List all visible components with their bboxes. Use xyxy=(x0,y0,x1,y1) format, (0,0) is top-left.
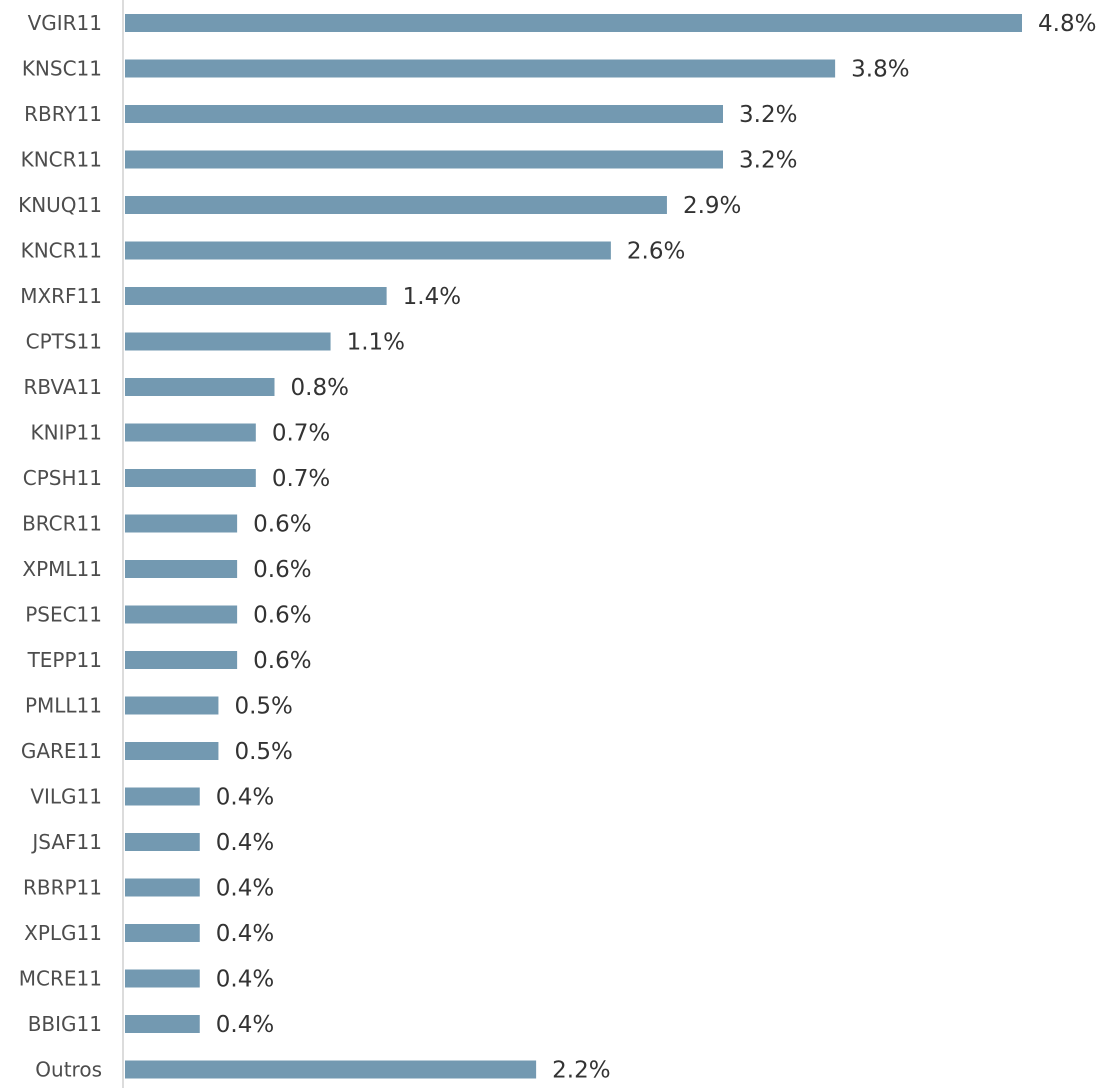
category-label: RBRP11 xyxy=(23,876,102,900)
data-label: 2.6% xyxy=(627,239,685,265)
data-label: 0.4% xyxy=(216,830,274,856)
category-label: XPLG11 xyxy=(24,921,102,945)
data-label: 0.5% xyxy=(234,739,292,765)
data-label: 0.4% xyxy=(216,876,274,902)
bar xyxy=(125,150,723,169)
bar xyxy=(125,196,667,214)
bar xyxy=(125,878,200,897)
category-label: PSEC11 xyxy=(25,603,102,627)
data-label: 1.4% xyxy=(403,284,461,310)
data-label: 1.1% xyxy=(347,330,405,356)
data-label: 0.6% xyxy=(253,512,311,538)
category-label: BBIG11 xyxy=(28,1012,102,1036)
bar xyxy=(125,332,331,351)
bar xyxy=(125,833,200,851)
bar xyxy=(125,924,200,942)
category-label: KNCR11 xyxy=(21,239,102,263)
category-label: GARE11 xyxy=(21,739,102,763)
data-label: 0.4% xyxy=(216,921,274,947)
category-label: CPTS11 xyxy=(26,330,102,354)
category-label: RBVA11 xyxy=(23,375,102,399)
category-label: VILG11 xyxy=(30,785,102,809)
bar xyxy=(125,1060,537,1079)
data-label: 0.4% xyxy=(216,785,274,811)
data-label: 0.4% xyxy=(216,967,274,993)
data-label: 2.9% xyxy=(683,193,741,219)
category-label: VGIR11 xyxy=(28,11,102,35)
bar xyxy=(125,969,200,988)
data-label: 0.7% xyxy=(272,466,330,492)
data-label: 0.7% xyxy=(272,421,330,447)
category-label: CPSH11 xyxy=(23,466,102,490)
data-label: 2.2% xyxy=(552,1058,610,1084)
data-label: 0.6% xyxy=(253,648,311,674)
category-label: MXRF11 xyxy=(20,284,102,308)
category-label: Outros xyxy=(35,1058,102,1082)
category-label: JSAF11 xyxy=(30,830,102,854)
bar xyxy=(125,423,256,442)
category-label: BRCR11 xyxy=(22,512,102,536)
bar xyxy=(125,1015,200,1033)
data-label: 3.2% xyxy=(739,102,797,128)
bar xyxy=(125,378,275,396)
bar xyxy=(125,241,611,260)
category-label: XPML11 xyxy=(22,557,102,581)
data-label: 0.4% xyxy=(216,1012,274,1038)
category-label: MCRE11 xyxy=(19,967,102,991)
data-label: 3.2% xyxy=(739,148,797,174)
bar xyxy=(125,469,256,487)
category-label: TEPP11 xyxy=(27,648,102,672)
bar xyxy=(125,605,238,624)
data-label: 0.5% xyxy=(234,694,292,720)
category-label: KNSC11 xyxy=(22,57,102,81)
bar xyxy=(125,560,238,578)
bar xyxy=(125,59,836,78)
data-label: 0.6% xyxy=(253,603,311,629)
bar xyxy=(125,14,1022,32)
bar xyxy=(125,696,219,715)
category-label: KNIP11 xyxy=(31,421,102,445)
bar xyxy=(125,742,219,760)
bar xyxy=(125,514,238,533)
data-label: 0.8% xyxy=(291,375,349,401)
data-label: 4.8% xyxy=(1038,11,1096,37)
category-label: KNCR11 xyxy=(21,148,102,172)
category-label: RBRY11 xyxy=(24,102,102,126)
bar xyxy=(125,787,200,806)
data-label: 3.8% xyxy=(851,57,909,83)
category-label: PMLL11 xyxy=(25,694,102,718)
data-label: 0.6% xyxy=(253,557,311,583)
bar xyxy=(125,287,387,305)
bar xyxy=(125,651,238,669)
category-label: KNUQ11 xyxy=(18,193,102,217)
bar xyxy=(125,105,723,123)
